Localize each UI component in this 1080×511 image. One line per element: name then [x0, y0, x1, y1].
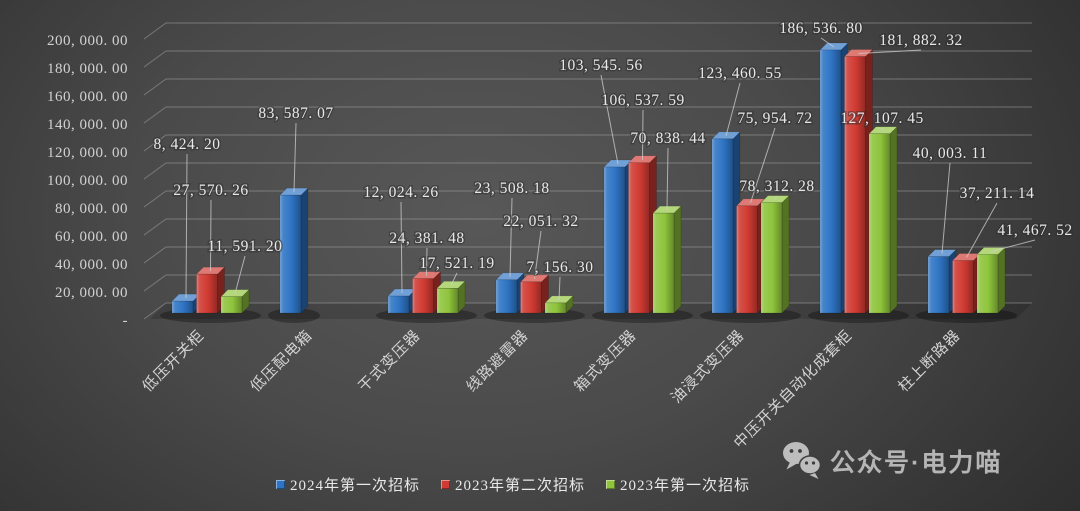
y-tick-label: -: [123, 313, 129, 329]
legend-item-2024-first: 2024年第一次招标: [276, 474, 420, 495]
y-tick-label: 80, 000. 00: [55, 201, 128, 217]
legend-swatch-blue: [276, 480, 285, 489]
value-label: 123, 460. 55: [698, 65, 782, 82]
legend-label: 2024年第一次招标: [290, 478, 421, 494]
y-tick-label: 180, 000. 00: [47, 61, 128, 77]
y-tick-label: 140, 000. 00: [47, 117, 128, 133]
watermark-text: 公众号·电力喵: [830, 449, 1003, 477]
bar-s1-c3: [519, 274, 550, 314]
value-label: 27, 570. 26: [173, 182, 248, 199]
chart-floor: [150, 303, 1032, 319]
bar-s0-c4: [603, 159, 633, 314]
value-label: 186, 536. 80: [779, 20, 863, 37]
y-tick-label: 20, 000. 00: [55, 285, 128, 301]
value-label: 8, 424. 20: [154, 136, 221, 153]
y-tick-label: 60, 000. 00: [55, 229, 128, 245]
y-tick-label: 40, 000. 00: [55, 257, 128, 273]
category-label: 油浸式变压器: [668, 327, 748, 407]
value-label: 22, 051. 32: [503, 213, 578, 230]
category-label: 低压开关柜: [139, 327, 208, 396]
bar-s1-c7: [951, 252, 982, 314]
value-label: 24, 381. 48: [389, 230, 464, 247]
y-tick-label: 160, 000. 00: [47, 89, 128, 105]
y-axis-labels: - 20, 000. 00 40, 000. 00 60, 000. 00 80, 00…: [47, 33, 128, 329]
category-label: 箱式变压器: [571, 327, 640, 396]
bar-s2-c6: [868, 126, 898, 314]
value-label: 70, 838. 44: [630, 130, 705, 147]
leader-lines: [185, 37, 1036, 300]
bar-s2-c2: [436, 280, 466, 314]
value-label: 127, 107. 45: [840, 110, 924, 127]
value-label: 75, 954. 72: [737, 110, 812, 127]
bar-s2-c5: [760, 194, 790, 314]
value-label: 7, 156. 30: [527, 259, 594, 276]
y-tick-label: 200, 000. 00: [47, 33, 128, 49]
category-label: 干式变压器: [355, 327, 424, 396]
y-tick-label: 100, 000. 00: [47, 173, 128, 189]
bar-s1-c2: [411, 271, 442, 314]
value-label: 181, 882. 32: [879, 32, 963, 49]
bar-s1-c5: [735, 198, 766, 314]
value-label: 83, 587. 07: [258, 105, 333, 122]
value-label: 11, 591. 20: [208, 238, 283, 255]
value-label: 103, 545. 56: [559, 57, 643, 74]
bar-s1-c6: [843, 48, 874, 314]
wechat-icon: [783, 442, 822, 479]
category-label: 中压开关自动化成套柜: [731, 327, 856, 452]
value-label: 17, 521. 19: [419, 255, 494, 272]
bar-s2-c4: [652, 205, 682, 314]
value-label: 37, 211. 14: [960, 185, 1035, 202]
legend-label: 2023年第一次招标: [620, 478, 751, 494]
bar-s1-c4: [627, 155, 658, 314]
bar-s2-c7: [976, 246, 1006, 314]
bar-s2-c0: [220, 289, 250, 314]
category-label: 柱上断路器: [895, 327, 964, 396]
legend-swatch-red: [441, 480, 451, 489]
value-label: 78, 312. 28: [739, 178, 814, 195]
y-tick-label: 120, 000. 00: [47, 145, 128, 161]
bar-s0-c7: [927, 248, 957, 314]
value-label: 12, 024. 26: [363, 184, 438, 201]
value-label: 106, 537. 59: [601, 92, 685, 109]
category-label: 线路避雷器: [463, 327, 532, 396]
bar-s0-c3: [495, 272, 525, 314]
bar-s0-c1: [279, 187, 309, 314]
bar-s1-c0: [195, 266, 226, 314]
legend-item-2023-first: 2023年第一次招标: [606, 474, 750, 495]
bars: [171, 42, 1006, 314]
category-label: 低压配电箱: [247, 327, 316, 396]
watermark: 公众号·电力喵: [782, 440, 1002, 482]
value-label: 40, 003. 11: [913, 145, 988, 162]
data-labels: 8, 424. 20 83, 587. 07 12, 024. 26 23, 508.…: [152, 19, 1074, 278]
bar-s0-c6: [819, 42, 849, 314]
bar-s0-c5: [711, 131, 741, 314]
value-label: 23, 508. 18: [474, 180, 549, 197]
x-axis-labels: 低压开关柜 低压配电箱 干式变压器 线路避雷器 箱式变压器 油浸式变压器中压开关自动化成套…: [139, 327, 964, 452]
chart-legend: 2024年第一次招标 2023年第二次招标 2023年第一次招标: [276, 474, 750, 495]
value-label: 41, 467. 52: [997, 222, 1072, 239]
legend-swatch-green: [606, 480, 616, 489]
legend-label: 2023年第二次招标: [455, 478, 586, 494]
legend-item-2023-second: 2023年第二次招标: [441, 474, 585, 495]
